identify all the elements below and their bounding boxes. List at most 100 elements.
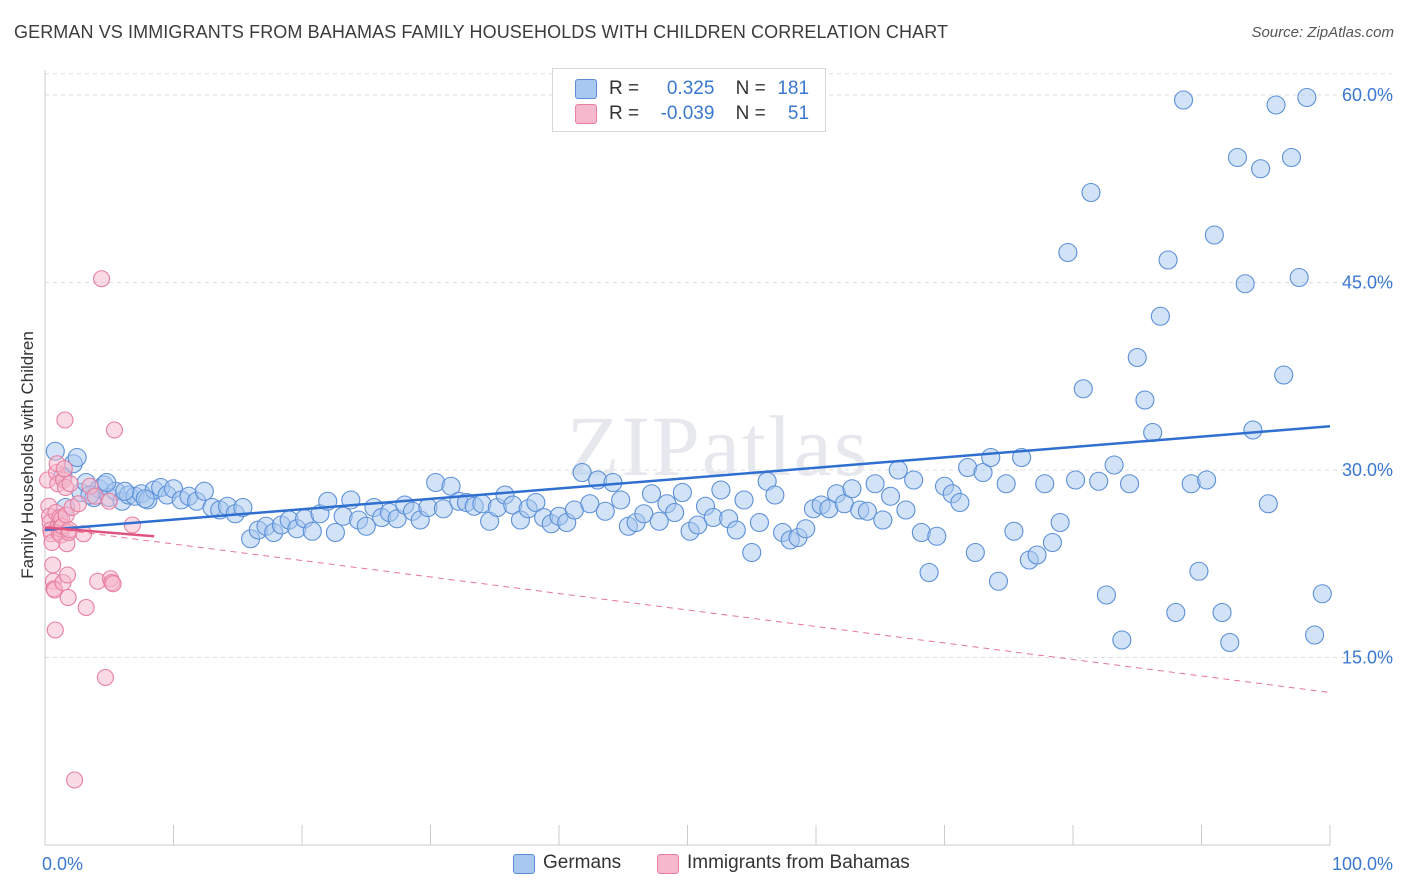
data-point-germans xyxy=(1112,630,1132,650)
data-point-germans xyxy=(135,489,155,509)
data-point-germans xyxy=(1305,625,1325,645)
data-point-germans xyxy=(896,500,916,520)
data-point-germans xyxy=(988,571,1009,591)
data-point-bahamas xyxy=(59,588,77,607)
data-point-germans xyxy=(919,562,939,583)
data-point-germans xyxy=(356,516,376,536)
data-point-germans xyxy=(765,485,785,505)
data-point-germans xyxy=(1173,90,1194,110)
legend-n-value: 181 xyxy=(777,78,810,99)
series-legend: Germans Immigrants from Bahamas xyxy=(0,852,1406,878)
data-point-germans xyxy=(742,542,762,563)
data-point-bahamas xyxy=(58,566,77,584)
series-bahamas xyxy=(39,270,141,789)
data-point-germans xyxy=(981,447,1001,468)
data-point-germans xyxy=(526,492,546,513)
data-point-germans xyxy=(1050,512,1070,533)
data-point-germans xyxy=(950,492,970,513)
data-point-germans xyxy=(1274,365,1294,385)
data-point-bahamas xyxy=(104,575,122,593)
data-point-germans xyxy=(1227,147,1248,168)
data-point-germans xyxy=(1204,225,1224,245)
data-point-germans xyxy=(1258,494,1278,514)
data-point-germans xyxy=(1104,455,1124,475)
data-point-germans xyxy=(1197,470,1217,490)
data-point-germans xyxy=(1096,585,1116,605)
data-point-bahamas xyxy=(69,495,87,513)
data-point-germans xyxy=(97,472,117,493)
trend-line-bahamas xyxy=(44,526,155,538)
data-point-germans xyxy=(194,481,214,501)
data-point-germans xyxy=(1004,521,1024,541)
data-point-germans xyxy=(302,521,322,541)
data-point-germans xyxy=(904,470,924,490)
data-point-germans xyxy=(1073,379,1093,399)
data-point-germans xyxy=(796,519,816,539)
data-point-germans xyxy=(688,515,708,535)
data-point-bahamas xyxy=(46,621,64,639)
legend-swatch-bahamas xyxy=(575,104,597,124)
y-axis-label: Family Households with Children xyxy=(18,331,37,579)
data-point-bahamas xyxy=(77,598,95,617)
data-point-germans xyxy=(634,504,654,524)
data-point-germans xyxy=(1012,447,1032,468)
data-point-germans xyxy=(1235,274,1255,294)
data-point-germans xyxy=(965,542,985,563)
data-point-germans xyxy=(842,479,862,499)
y-tick-label: 30.0% xyxy=(1342,460,1393,480)
data-point-germans xyxy=(1289,267,1309,288)
data-point-germans xyxy=(641,484,662,504)
legend-r-value: 0.325 xyxy=(666,78,715,99)
data-point-bahamas xyxy=(61,475,79,493)
data-point-germans xyxy=(865,474,885,494)
data-point-bahamas xyxy=(44,556,62,574)
legend-n-value: 51 xyxy=(787,103,810,124)
legend-n-label: N = xyxy=(735,103,766,124)
data-point-germans xyxy=(580,494,600,514)
data-point-germans xyxy=(1143,422,1163,443)
data-point-germans xyxy=(572,462,592,483)
data-point-germans xyxy=(927,526,947,546)
data-point-germans xyxy=(996,474,1016,494)
data-point-germans xyxy=(1135,390,1155,410)
data-point-germans xyxy=(1266,95,1286,115)
data-point-germans xyxy=(441,476,461,496)
data-point-germans xyxy=(1127,347,1147,368)
data-point-germans xyxy=(857,501,877,521)
data-point-germans xyxy=(1119,474,1140,494)
y-tick-label: 15.0% xyxy=(1342,648,1393,668)
data-point-germans xyxy=(711,480,731,500)
data-point-germans xyxy=(1027,545,1047,565)
data-point-germans xyxy=(1150,306,1170,326)
data-point-germans xyxy=(726,520,746,540)
data-point-germans xyxy=(1158,250,1178,270)
data-point-germans xyxy=(1089,471,1109,491)
correlation-legend: R = 0.325 N = 181 R = -0.039 N = 51 xyxy=(552,68,826,132)
data-point-germans xyxy=(595,501,615,521)
data-point-germans xyxy=(973,462,993,483)
chart-title: GERMAN VS IMMIGRANTS FROM BAHAMAS FAMILY… xyxy=(14,22,949,42)
data-point-germans xyxy=(734,490,754,510)
data-point-germans xyxy=(888,460,908,480)
data-point-bahamas xyxy=(100,492,118,510)
x-tick-labels: 0.0% 100.0% xyxy=(42,854,1393,874)
legend-label-bahamas: Immigrants from Bahamas xyxy=(687,852,910,873)
data-point-germans xyxy=(1066,470,1086,490)
data-point-bahamas xyxy=(66,771,84,789)
data-point-bahamas xyxy=(105,421,123,439)
legend-r-label: R = xyxy=(609,78,640,99)
data-point-germans xyxy=(1251,159,1271,179)
data-point-bahamas xyxy=(96,668,114,687)
data-point-bahamas xyxy=(123,516,141,534)
data-point-germans xyxy=(1212,602,1232,623)
data-point-germans xyxy=(873,510,893,530)
data-point-germans xyxy=(1297,87,1317,108)
legend-swatch-germans xyxy=(513,854,535,874)
x-tick-label: 0.0% xyxy=(42,854,83,874)
data-point-germans xyxy=(749,512,770,533)
legend-swatch-germans xyxy=(575,79,597,99)
data-point-germans xyxy=(665,502,685,523)
data-point-germans xyxy=(1243,420,1263,440)
data-point-germans xyxy=(67,447,87,468)
